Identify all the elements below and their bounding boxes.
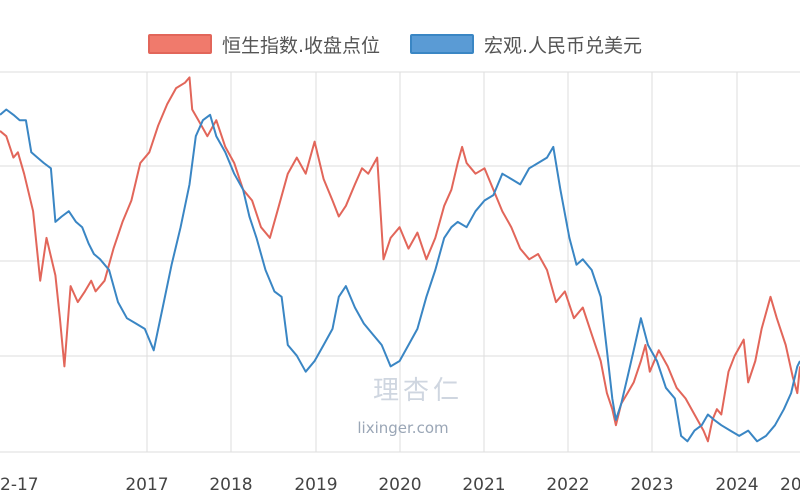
legend-item-hsi[interactable]: 恒生指数.收盘点位 xyxy=(148,29,380,59)
x-tick-label: 2023 xyxy=(630,475,673,495)
series-line-cny xyxy=(0,108,800,443)
legend-swatch-hsi xyxy=(148,34,212,54)
series-line-hsi xyxy=(0,76,800,443)
x-tick-label: 2024 xyxy=(715,475,758,495)
legend-label-hsi: 恒生指数.收盘点位 xyxy=(222,34,381,57)
x-tick-label: 2021 xyxy=(462,475,505,495)
x-tick-label: 2020 xyxy=(378,475,421,495)
legend-label-cny: 宏观.人民币兑美元 xyxy=(484,34,643,57)
x-tick-label: 20 xyxy=(780,475,800,495)
x-tick-label: 2017 xyxy=(125,475,168,495)
watermark: 理杏仁 lixinger.com xyxy=(0,370,800,437)
x-axis-ticks: 2-17 2017 2018 2019 2020 2021 2022 2023 2024 20 xyxy=(0,475,800,495)
grid-lines xyxy=(0,71,800,453)
x-tick-label: 2018 xyxy=(209,475,252,495)
legend-item-cny[interactable]: 宏观.人民币兑美元 xyxy=(410,29,642,59)
x-tick-label: 2022 xyxy=(546,475,589,495)
watermark-logo: 理杏仁 xyxy=(372,376,463,406)
x-tick-label: 2-17 xyxy=(0,475,39,495)
legend: 恒生指数.收盘点位 宏观.人民币兑美元 xyxy=(0,29,800,59)
x-tick-label: 2019 xyxy=(294,475,337,495)
legend-swatch-cny xyxy=(410,34,474,54)
watermark-url: lixinger.com xyxy=(357,419,449,437)
series-lines xyxy=(0,76,800,443)
